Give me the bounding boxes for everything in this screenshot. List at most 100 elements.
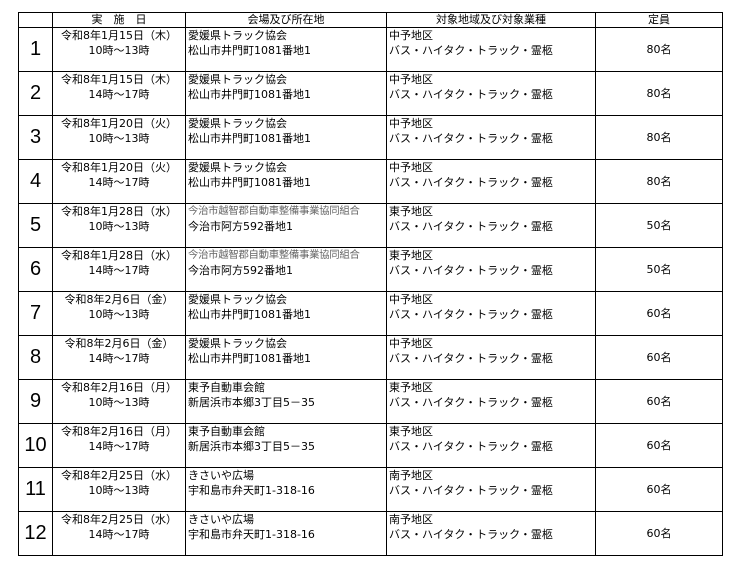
- venue-address: 宇和島市弁天町1-318-16: [188, 528, 315, 541]
- capacity: 50名: [595, 203, 723, 248]
- venue-cell: 愛媛県トラック協会 松山市井門町1081番地1: [185, 71, 387, 116]
- session-time: 10時～13時: [88, 220, 150, 233]
- target-cell: 東予地区バス・ハイタク・トラック・霊柩: [386, 423, 596, 468]
- venue-name: きさいや広場: [188, 469, 254, 482]
- venue-cell: 愛媛県トラック協会松山市井門町1081番地1: [185, 27, 387, 72]
- target-industry: バス・ハイタク・トラック・霊柩: [389, 88, 553, 101]
- session-date: 令和8年2月25日（水）: [61, 513, 177, 526]
- session-date: 令和8年1月28日（水）: [61, 205, 177, 218]
- venue-name: 愛媛県トラック協会: [188, 29, 287, 42]
- session-date: 令和8年1月15日（木）: [61, 29, 177, 42]
- date-cell: 令和8年2月16日（月） 10時～13時: [52, 379, 186, 424]
- target-industry: バス・ハイタク・トラック・霊柩: [389, 440, 553, 453]
- session-time: 14時～17時: [88, 528, 150, 541]
- venue-cell: 愛媛県トラック協会 松山市井門町1081番地1: [185, 291, 387, 336]
- target-industry: バス・ハイタク・トラック・霊柩: [389, 352, 553, 365]
- session-number: 10: [18, 423, 53, 468]
- session-date: 令和8年2月16日（月）: [61, 425, 177, 438]
- target-industry: バス・ハイタク・トラック・霊柩: [389, 220, 553, 233]
- session-date: 令和8年1月28日（水）: [61, 249, 177, 262]
- session-number: 2: [18, 71, 53, 116]
- session-number: 4: [18, 159, 53, 204]
- venue-address: 松山市井門町1081番地1: [188, 308, 311, 321]
- target-region: 中予地区: [389, 117, 433, 130]
- session-number: 3: [18, 115, 53, 160]
- capacity: 60名: [595, 467, 723, 512]
- header-target: 対象地域及び対象業種: [386, 12, 596, 28]
- venue-address: 松山市井門町1081番地1: [188, 132, 311, 145]
- date-cell: 令和8年2月6日（金） 14時～17時: [52, 335, 186, 380]
- session-date: 令和8年1月20日（火）: [61, 117, 177, 130]
- session-date: 令和8年1月20日（火）: [61, 161, 177, 174]
- target-region: 中予地区: [389, 337, 433, 350]
- session-time: 10時～13時: [88, 44, 150, 57]
- target-cell: 中予地区バス・ハイタク・トラック・霊柩: [386, 27, 596, 72]
- session-time: 10時～13時: [88, 308, 150, 321]
- header-no: [18, 12, 53, 28]
- target-industry: バス・ハイタク・トラック・霊柩: [389, 308, 553, 321]
- session-time: 10時～13時: [88, 484, 150, 497]
- venue-address: 新居浜市本郷3丁目5－35: [188, 396, 315, 409]
- target-cell: 中予地区 バス・ハイタク・トラック・霊柩: [386, 115, 596, 160]
- venue-name: 今治市越智郡自動車整備事業協同組合: [188, 205, 360, 217]
- venue-cell: 東予自動車会館 新居浜市本郷3丁目5－35: [185, 423, 387, 468]
- capacity: 80名: [595, 71, 723, 116]
- session-number: 8: [18, 335, 53, 380]
- session-date: 令和8年2月6日（金）: [64, 337, 174, 350]
- session-date: 令和8年2月6日（金）: [64, 293, 174, 306]
- date-cell: 令和8年1月20日（火） 14時～17時: [52, 159, 186, 204]
- venue-cell: 愛媛県トラック協会 松山市井門町1081番地1: [185, 159, 387, 204]
- session-number: 7: [18, 291, 53, 336]
- venue-address: 松山市井門町1081番地1: [188, 88, 311, 101]
- venue-address: 松山市井門町1081番地1: [188, 44, 311, 57]
- capacity: 80名: [595, 115, 723, 160]
- date-cell: 令和8年1月20日（火） 10時～13時: [52, 115, 186, 160]
- venue-cell: 今治市越智郡自動車整備事業協同組合 今治市阿方592番地1: [185, 203, 387, 248]
- table-row: 3 令和8年1月20日（火） 10時～13時 愛媛県トラック協会松山市井門町1081番…: [18, 115, 723, 160]
- session-time: 10時～13時: [88, 396, 150, 409]
- capacity: 60名: [595, 511, 723, 556]
- capacity: 60名: [595, 291, 723, 336]
- session-time: 10時～13時: [88, 132, 150, 145]
- session-number: 12: [18, 511, 53, 556]
- venue-cell: 愛媛県トラック協会松山市井門町1081番地1: [185, 115, 387, 160]
- schedule-table: 実 施 日 会場及び所在地 対象地域及び対象業種 定員 1 令和8年1月15日（木…: [18, 12, 723, 556]
- session-number: 5: [18, 203, 53, 248]
- target-region: 東予地区: [389, 425, 433, 438]
- table-row: 6 令和8年1月28日（水） 14時～17時 今治市越智郡自動車整備事業協同組合 今治市…: [18, 247, 723, 292]
- table-row: 11 令和8年2月25日（水） 10時～13時 きさいや広場 宇和島市弁天町1-318-…: [18, 467, 723, 512]
- target-region: 南予地区: [389, 513, 433, 526]
- target-region: 中予地区: [389, 73, 433, 86]
- target-cell: 東予地区 バス・ハイタク・トラック・霊柩: [386, 379, 596, 424]
- target-industry: バス・ハイタク・トラック・霊柩: [389, 396, 553, 409]
- table-row: 8 令和8年2月6日（金） 14時～17時 愛媛県トラック協会 松山市井門町1081番地…: [18, 335, 723, 380]
- venue-name: 愛媛県トラック協会: [188, 117, 287, 130]
- venue-cell: 愛媛県トラック協会 松山市井門町1081番地1: [185, 335, 387, 380]
- target-region: 中予地区: [389, 293, 433, 306]
- target-region: 東予地区: [389, 249, 433, 262]
- venue-name: 東予自動車会館: [188, 425, 265, 438]
- capacity: 60名: [595, 335, 723, 380]
- target-region: 中予地区: [389, 161, 433, 174]
- target-cell: 東予地区 バス・ハイタク・トラック・霊柩: [386, 203, 596, 248]
- header-row: 実 施 日 会場及び所在地 対象地域及び対象業種 定員: [18, 12, 723, 28]
- target-region: 南予地区: [389, 469, 433, 482]
- venue-cell: きさいや広場 宇和島市弁天町1-318-16: [185, 511, 387, 556]
- table-row: 1 令和8年1月15日（木） 10時～13時 愛媛県トラック協会 松山市井門町1081番…: [18, 27, 723, 72]
- session-date: 令和8年2月16日（月）: [61, 381, 177, 394]
- table-row: 5 令和8年1月28日（水） 10時～13時 今治市越智郡自動車整備事業協同組合 今治市…: [18, 203, 723, 248]
- table-row: 9 令和8年2月16日（月） 10時～13時 東予自動車会館 新居浜市本郷3丁目5－35…: [18, 379, 723, 424]
- capacity: 50名: [595, 247, 723, 292]
- target-region: 中予地区: [389, 29, 433, 42]
- session-date: 令和8年2月25日（水）: [61, 469, 177, 482]
- session-time: 14時～17時: [88, 352, 150, 365]
- target-industry: バス・ハイタク・トラック・霊柩: [389, 44, 553, 57]
- target-industry: バス・ハイタク・トラック・霊柩: [389, 484, 553, 497]
- table-row: 2 令和8年1月15日（木） 14時～17時 愛媛県トラック協会 松山市井門町1081番…: [18, 71, 723, 116]
- target-cell: 中予地区バス・ハイタク・トラック・霊柩: [386, 335, 596, 380]
- session-number: 11: [18, 467, 53, 512]
- date-cell: 令和8年1月15日（木） 14時～17時: [52, 71, 186, 116]
- header-venue: 会場及び所在地: [185, 12, 387, 28]
- venue-name: 東予自動車会館: [188, 381, 265, 394]
- venue-address: 今治市阿方592番地1: [188, 220, 293, 233]
